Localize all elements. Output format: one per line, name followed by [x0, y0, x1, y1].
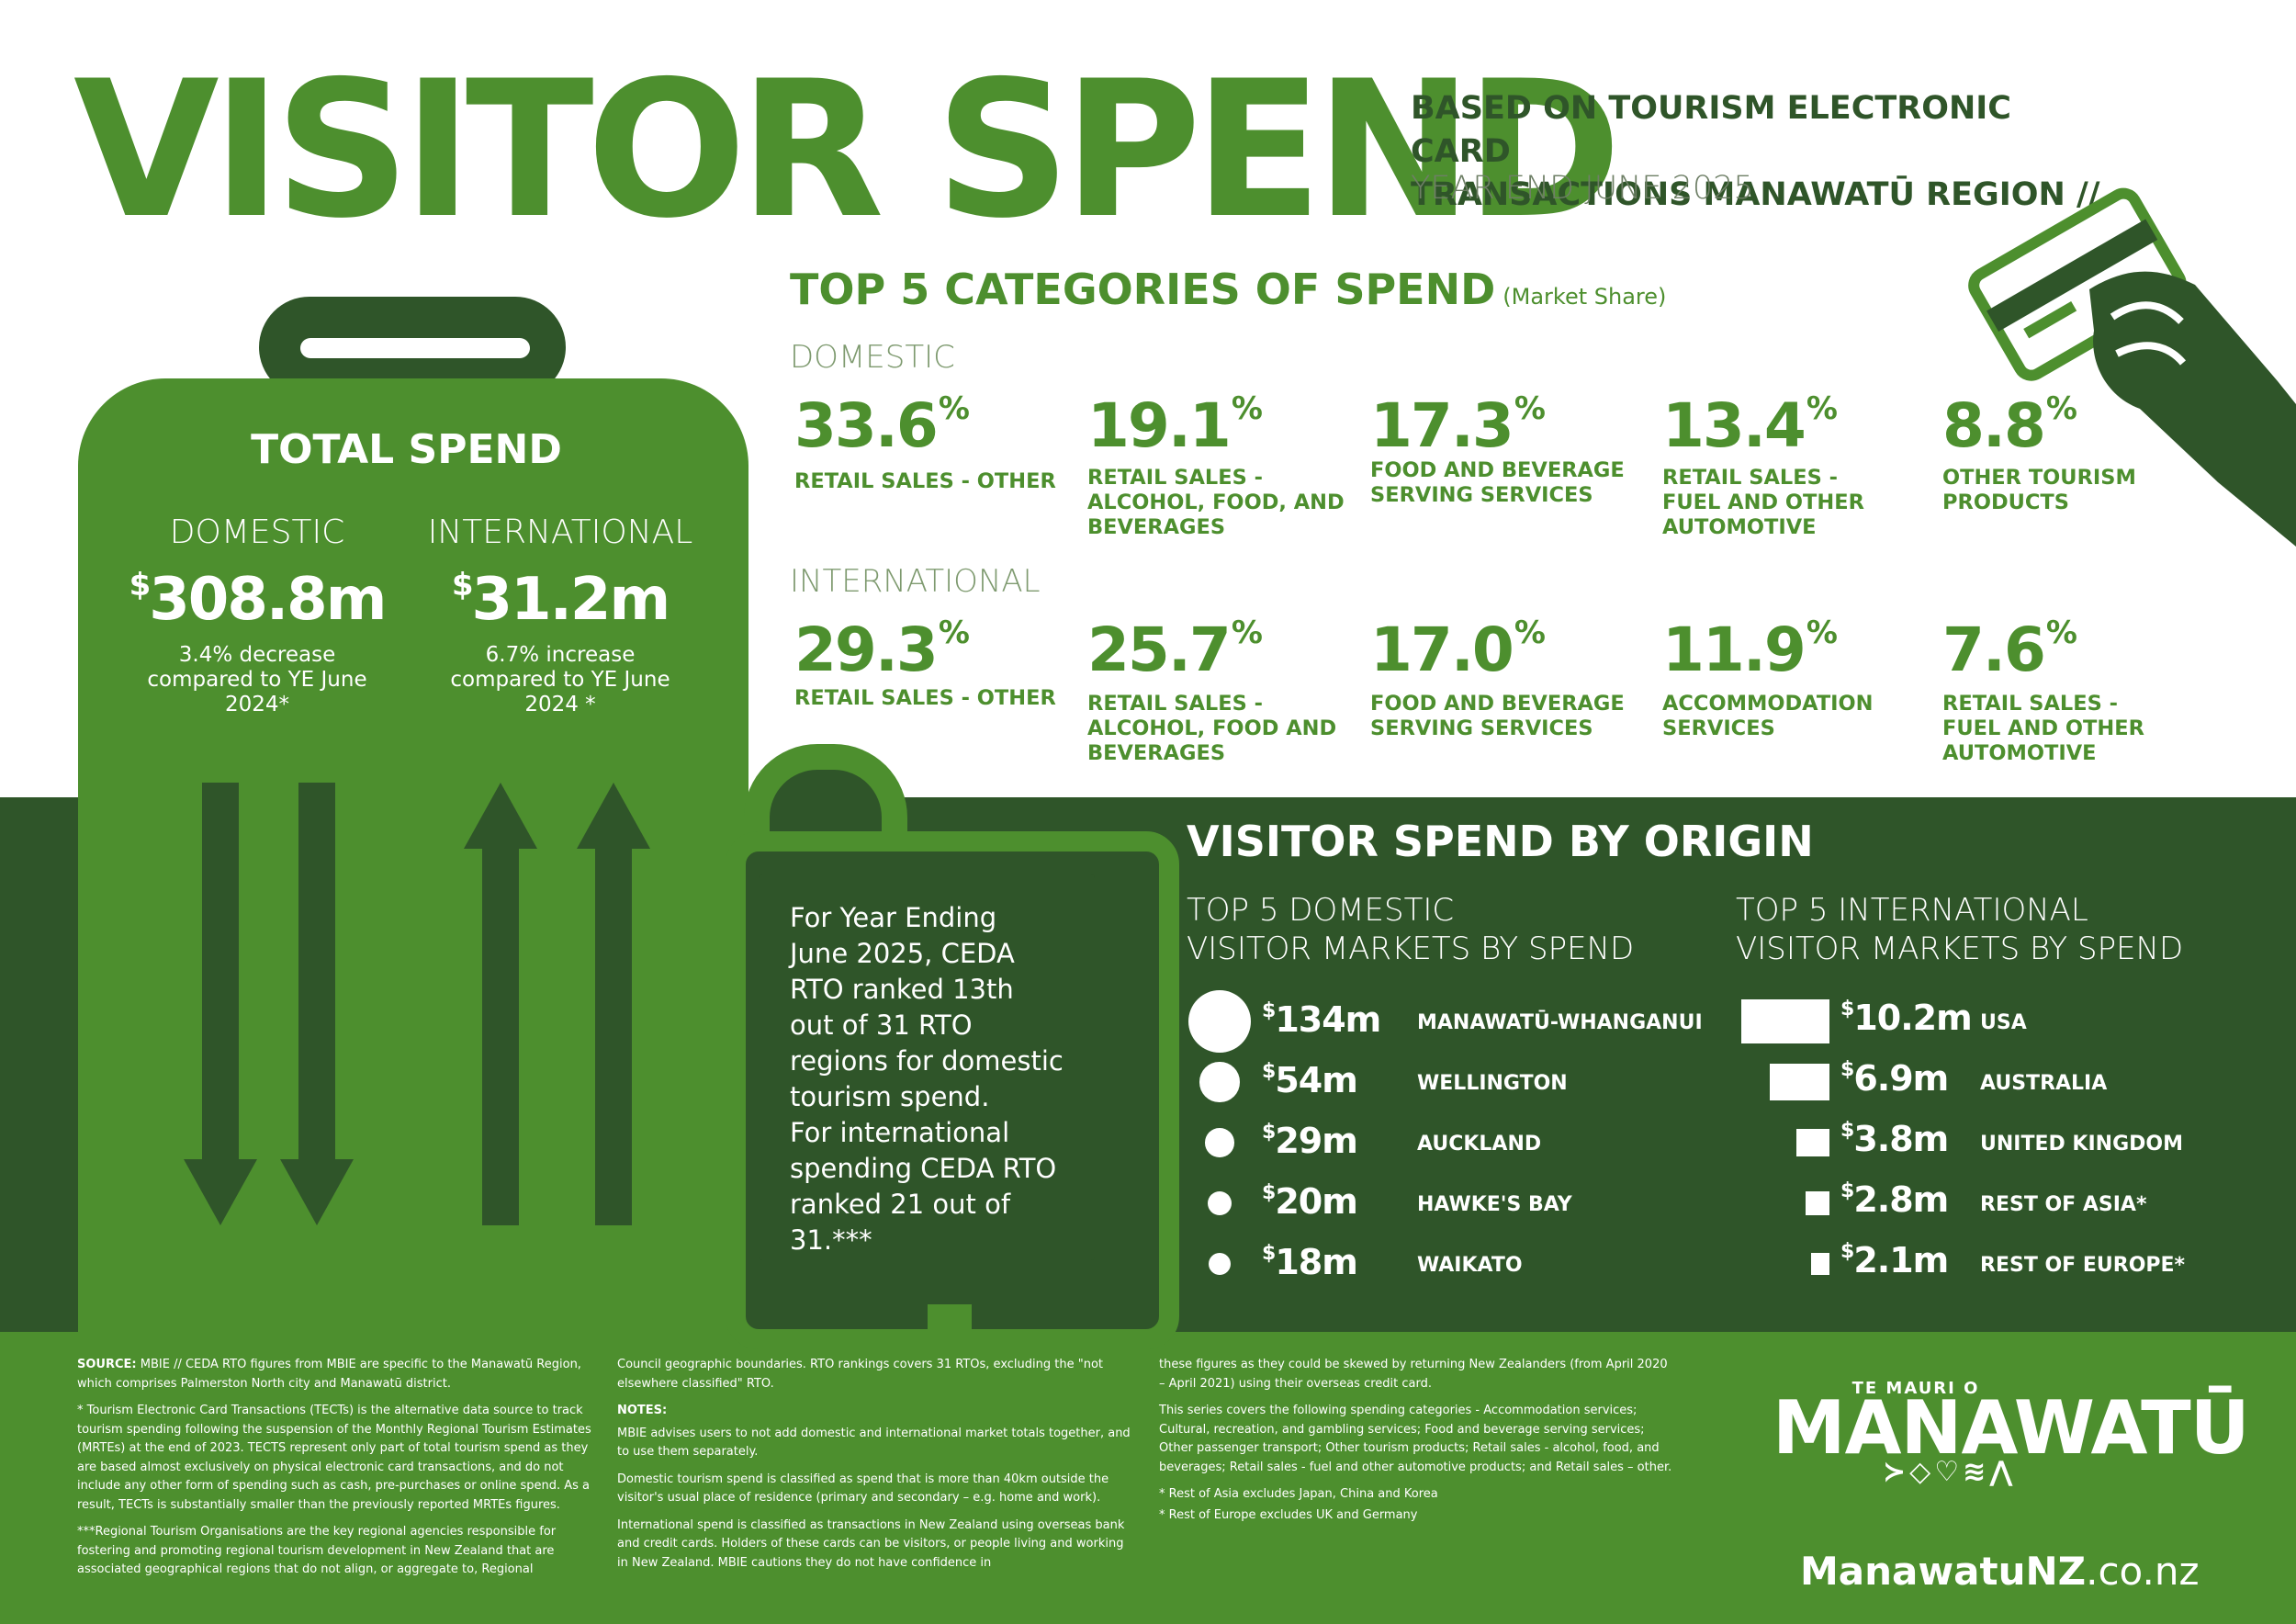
- market-bar: [1796, 1129, 1829, 1156]
- ceda-panel: [759, 874, 1095, 1260]
- suitcase-leg-mid: [514, 1304, 558, 1341]
- categories-domestic-label: DOMESTIC: [790, 339, 955, 376]
- category-item: 29.3% RETAIL SALES - OTHER: [794, 615, 1056, 710]
- period-label: YEAR END JUNE 2025: [1411, 170, 1754, 207]
- market-value: $18m: [1262, 1242, 1358, 1282]
- market-name: MANAWATŪ-WHANGANUI: [1417, 1011, 1703, 1034]
- logo-tagline: TE MAURI O: [1851, 1379, 1980, 1398]
- subtitle: BASED ON TOURISM ELECTRONIC CARD TRANSAC…: [1411, 90, 2100, 213]
- domestic-spend-value: $308.8m: [129, 566, 388, 634]
- market-value: $20m: [1262, 1181, 1358, 1222]
- market-value: $2.8m: [1840, 1179, 1949, 1220]
- domestic-markets-heading: TOP 5 DOMESTIC VISITOR MARKETS BY SPEND: [1187, 892, 1635, 967]
- market-value: $3.8m: [1840, 1119, 1949, 1159]
- market-bar: [1770, 1064, 1829, 1100]
- market-circle: [1188, 990, 1251, 1053]
- suitcase-icon: [78, 378, 748, 1334]
- international-spend-value: $31.2m: [451, 566, 670, 634]
- domestic-spend-label: DOMESTIC: [169, 513, 345, 551]
- market-bar: [1811, 1253, 1829, 1275]
- manawatu-logo: MANAWATŪ: [1773, 1385, 2250, 1471]
- international-markets-heading: TOP 5 INTERNATIONAL VISITOR MARKETS BY S…: [1736, 892, 2184, 967]
- categories-international-label: INTERNATIONAL: [790, 563, 1041, 600]
- suitcase-handle-slot: [300, 338, 530, 358]
- suitcase-leg-left: [174, 1304, 219, 1341]
- down-arrow-icon: [184, 783, 257, 1225]
- category-item: 25.7% RETAIL SALES - ALCOHOL, FOOD AND B…: [1087, 615, 1337, 765]
- market-name: AUCKLAND: [1417, 1133, 1542, 1156]
- category-item: 17.3% FOOD AND BEVERAGE SERVING SERVICES: [1370, 390, 1625, 507]
- domestic-spend-note: 3.4% decrease compared to YE June 2024*: [147, 643, 367, 716]
- market-circle: [1199, 1062, 1240, 1102]
- market-name: UNITED KINGDOM: [1980, 1133, 2183, 1156]
- market-bar: [1741, 999, 1829, 1043]
- logo-pattern-icon: ≻◇♡≋⋀: [1883, 1456, 2017, 1488]
- category-item: 19.1% RETAIL SALES - ALCOHOL, FOOD, AND …: [1087, 390, 1345, 539]
- market-value: $54m: [1262, 1060, 1358, 1100]
- market-name: WELLINGTON: [1417, 1072, 1568, 1095]
- market-bar: [1805, 1191, 1829, 1215]
- market-name: REST OF EUROPE*: [1980, 1254, 2186, 1277]
- down-arrow-icon: [280, 783, 354, 1225]
- market-value: $10.2m: [1840, 998, 1973, 1038]
- footer-column-1: SOURCE: MBIE // CEDA RTO figures from MB…: [77, 1358, 591, 1576]
- market-circle: [1207, 1190, 1232, 1216]
- market-value: $6.9m: [1840, 1058, 1949, 1099]
- category-item: 8.8% OTHER TOURISM PRODUCTS: [1942, 390, 2136, 514]
- suitcase-leg-right: [928, 1304, 972, 1341]
- category-item: 7.6% RETAIL SALES - FUEL AND OTHER AUTOM…: [1942, 615, 2144, 765]
- international-spend-note: 6.7% increase compared to YE June 2024 *: [450, 643, 670, 716]
- footer-column-3: these figures as they could be skewed by…: [1159, 1358, 1672, 1522]
- footer-column-2: Council geographic boundaries. RTO ranki…: [617, 1358, 1131, 1570]
- page-title: VISITOR SPEND: [73, 41, 1622, 260]
- ceda-ranking-note: For Year Ending June 2025, CEDA RTO rank…: [790, 902, 1064, 1256]
- category-item: 11.9% ACCOMMODATION SERVICES: [1662, 615, 1874, 740]
- market-circle: [1205, 1128, 1234, 1157]
- total-spend-title: TOTAL SPEND: [251, 426, 562, 473]
- market-name: REST OF ASIA*: [1980, 1193, 2147, 1216]
- category-item: 17.0% FOOD AND BEVERAGE SERVING SERVICES: [1370, 615, 1625, 740]
- market-name: WAIKATO: [1417, 1254, 1523, 1277]
- website-link[interactable]: ManawatuNZ.co.nz: [1800, 1549, 2200, 1594]
- market-value: $134m: [1262, 999, 1381, 1040]
- market-value: $29m: [1262, 1121, 1358, 1161]
- market-name: USA: [1980, 1011, 2027, 1034]
- international-spend-label: INTERNATIONAL: [427, 513, 693, 551]
- market-value: $2.1m: [1840, 1240, 1949, 1280]
- market-circle: [1208, 1252, 1232, 1276]
- footer-band: [0, 1332, 2296, 1624]
- market-name: AUSTRALIA: [1980, 1072, 2108, 1095]
- market-name: HAWKE'S BAY: [1417, 1193, 1572, 1216]
- hand-card-icon: [1968, 187, 2296, 547]
- category-item: 13.4% RETAIL SALES - FUEL AND OTHER AUTO…: [1662, 390, 1864, 539]
- origin-title: VISITOR SPEND BY ORIGIN: [1187, 817, 1814, 866]
- category-item: 33.6% RETAIL SALES - OTHER: [794, 390, 1056, 493]
- up-arrow-icon: [464, 783, 537, 1225]
- categories-title: TOP 5 CATEGORIES OF SPEND (Market Share): [790, 265, 1667, 314]
- up-arrow-icon: [577, 783, 650, 1225]
